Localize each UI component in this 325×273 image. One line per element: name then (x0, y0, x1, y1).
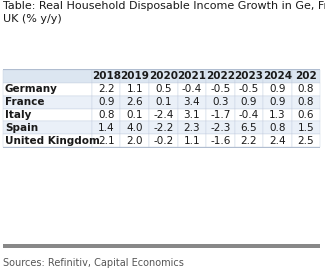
Text: -2.4: -2.4 (153, 110, 174, 120)
Text: France: France (5, 97, 45, 107)
Text: 0.8: 0.8 (269, 123, 286, 133)
Text: 0.8: 0.8 (298, 97, 314, 107)
Text: -0.4: -0.4 (182, 84, 202, 94)
Text: 2.2: 2.2 (240, 136, 257, 146)
Text: 0.9: 0.9 (98, 97, 114, 107)
Text: 4.0: 4.0 (126, 123, 143, 133)
Text: Sources: Refinitiv, Capital Economics: Sources: Refinitiv, Capital Economics (3, 258, 184, 268)
Text: Spain: Spain (5, 123, 38, 133)
Text: 0.6: 0.6 (298, 110, 314, 120)
Text: -2.2: -2.2 (153, 123, 174, 133)
Text: -0.5: -0.5 (210, 84, 230, 94)
Text: 2022: 2022 (206, 71, 235, 81)
Text: -2.3: -2.3 (210, 123, 230, 133)
Text: 2024: 2024 (263, 71, 292, 81)
Text: 0.1: 0.1 (155, 97, 172, 107)
Text: 2.5: 2.5 (298, 136, 314, 146)
Text: -1.7: -1.7 (210, 110, 230, 120)
Text: 2.1: 2.1 (98, 136, 114, 146)
Text: 0.9: 0.9 (269, 97, 286, 107)
Text: 6.5: 6.5 (240, 123, 257, 133)
Text: Italy: Italy (5, 110, 31, 120)
Text: -0.4: -0.4 (239, 110, 259, 120)
Text: 2018: 2018 (92, 71, 121, 81)
Text: Table: Real Household Disposable Income Growth in Ge, Fr It, Sp,
UK (% y/y): Table: Real Household Disposable Income … (3, 1, 325, 24)
Text: 2.3: 2.3 (184, 123, 200, 133)
Text: 2023: 2023 (234, 71, 263, 81)
Text: 0.9: 0.9 (240, 97, 257, 107)
Text: Germany: Germany (5, 84, 58, 94)
Text: 1.3: 1.3 (269, 110, 286, 120)
Text: 2019: 2019 (120, 71, 149, 81)
Text: 3.1: 3.1 (184, 110, 200, 120)
Text: 2.2: 2.2 (98, 84, 114, 94)
Text: 2020: 2020 (149, 71, 178, 81)
Text: 0.1: 0.1 (126, 110, 143, 120)
Text: 2.0: 2.0 (126, 136, 143, 146)
Text: 0.5: 0.5 (155, 84, 172, 94)
Text: 1.1: 1.1 (184, 136, 200, 146)
Text: 0.9: 0.9 (269, 84, 286, 94)
Text: 0.8: 0.8 (98, 110, 114, 120)
Text: 2.6: 2.6 (126, 97, 143, 107)
Text: 1.4: 1.4 (98, 123, 114, 133)
Text: -0.5: -0.5 (239, 84, 259, 94)
Text: 1.1: 1.1 (126, 84, 143, 94)
Text: 3.4: 3.4 (184, 97, 200, 107)
Text: 0.8: 0.8 (298, 84, 314, 94)
Text: 2021: 2021 (177, 71, 206, 81)
Text: -0.2: -0.2 (153, 136, 174, 146)
Text: United Kingdom: United Kingdom (5, 136, 100, 146)
Text: 2.4: 2.4 (269, 136, 286, 146)
Text: -1.6: -1.6 (210, 136, 230, 146)
Text: 1.5: 1.5 (298, 123, 314, 133)
Text: 202: 202 (295, 71, 317, 81)
Text: 0.3: 0.3 (212, 97, 228, 107)
